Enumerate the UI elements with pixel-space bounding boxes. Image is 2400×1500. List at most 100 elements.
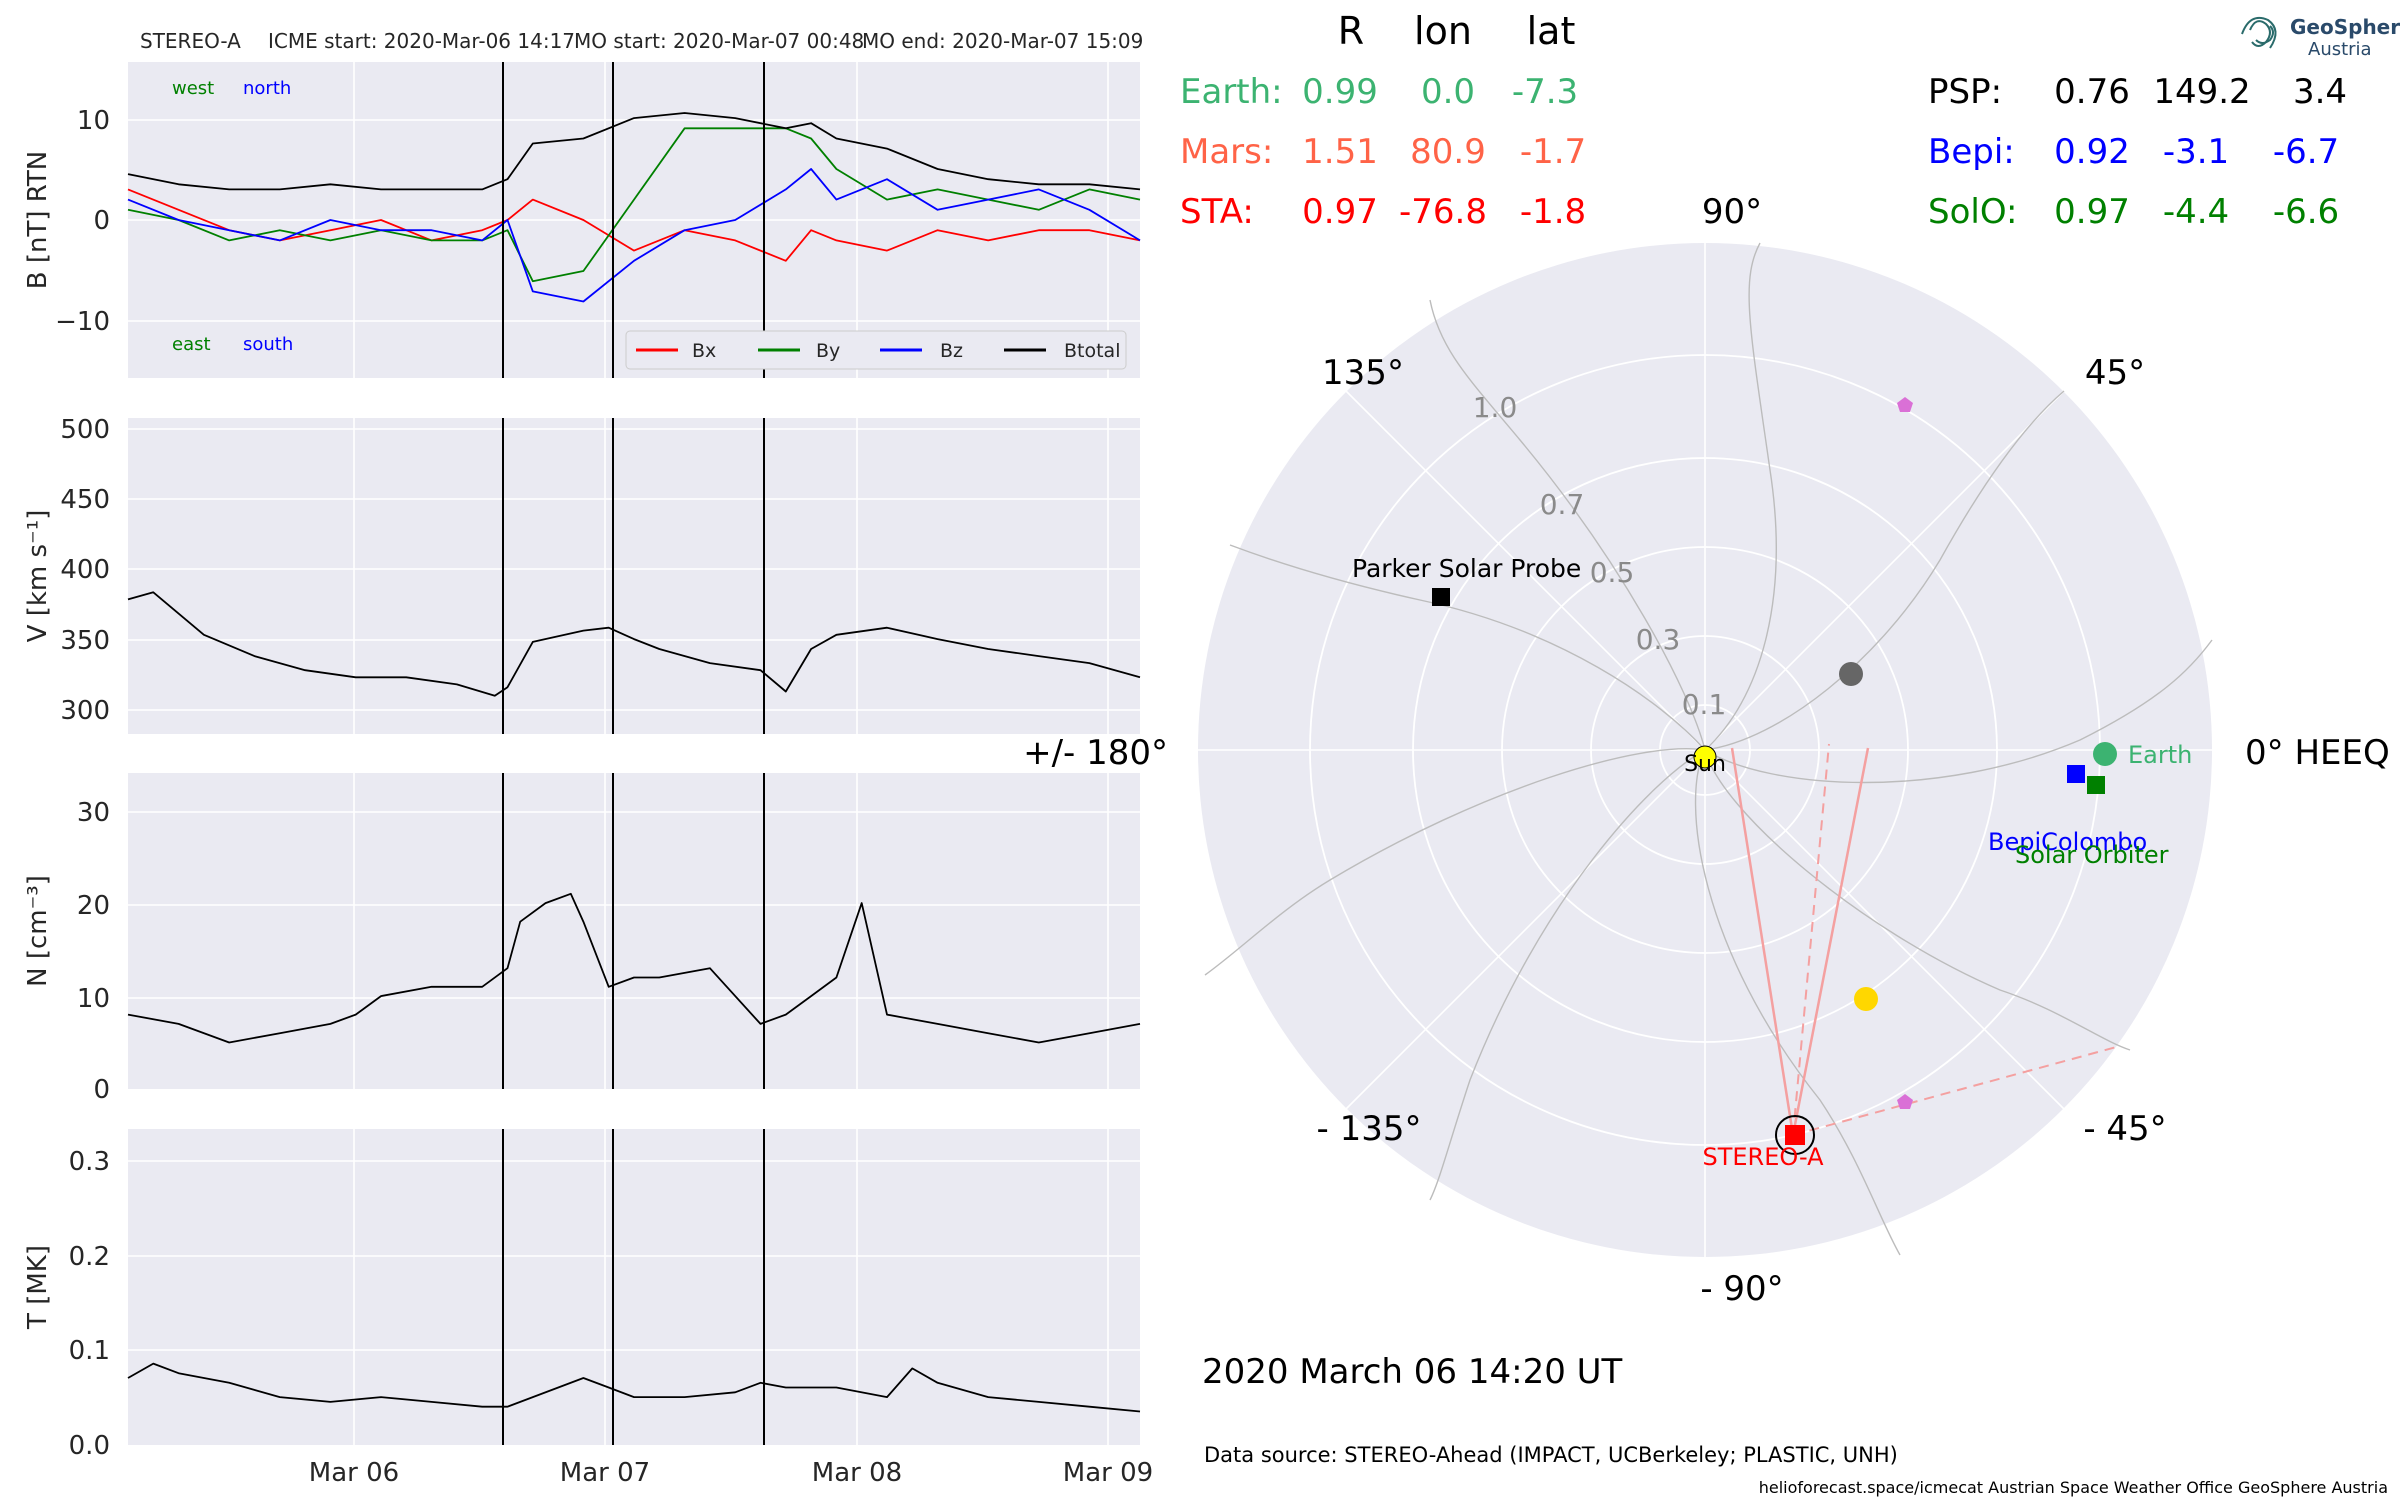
legend-box <box>625 330 1127 370</box>
bepi-row-lon: -3.1 <box>2163 132 2229 172</box>
mars-row-lon: 80.9 <box>1410 132 1486 172</box>
v-series-line <box>127 591 1141 697</box>
panel-t-series <box>127 1362 1141 1413</box>
panel-b-legend: Bx By Bz Btotal <box>625 330 1127 370</box>
legend-bx-label: Bx <box>692 340 716 362</box>
panel-b-ylabel: B [nT] RTN <box>23 151 53 290</box>
xtick-label: Mar 08 <box>812 1458 902 1488</box>
panel-b-ytick: 0 <box>93 206 110 236</box>
radius-label-0.1: 0.1 <box>1682 688 1727 721</box>
header-spacecraft: STEREO-A <box>140 29 241 53</box>
plot-datetime: 2020 March 06 14:20 UT <box>1202 1352 1623 1392</box>
xtick-label: Mar 09 <box>1063 1458 1153 1488</box>
angle-label-minus45: - 45° <box>2083 1109 2166 1149</box>
solo-row-r: 0.97 <box>2054 192 2130 232</box>
parker-spiral <box>1204 748 1706 976</box>
legend-by-label: By <box>816 340 840 362</box>
radius-label-0.5: 0.5 <box>1590 556 1635 589</box>
panel-n-series <box>127 892 1141 1044</box>
parker-spiral <box>1429 299 1706 751</box>
legend-btotal-label: Btotal <box>1064 340 1120 362</box>
radius-ring <box>1590 635 1820 865</box>
sta-row-lon: -76.8 <box>1399 192 1487 232</box>
geosphere-logo: GeoSphere Austria <box>2241 15 2400 60</box>
sta-fov-line <box>1791 747 1870 1136</box>
header-mo-start: MO start: 2020-Mar-07 00:48 <box>574 29 864 53</box>
sun-marker <box>1693 745 1717 769</box>
sta-fov-dashed-line <box>1792 1045 2121 1136</box>
position-table: R lon lat Earth: 0.99 0.0 -7.3 Mars: 1.5… <box>1180 9 2347 232</box>
panel-n-ytick: 20 <box>77 891 110 921</box>
panel-n-ytick: 30 <box>77 798 110 828</box>
panel-v-background <box>128 418 1140 734</box>
by-series-line <box>127 127 1141 283</box>
logo-text-line2: Austria <box>2308 39 2372 60</box>
psp-row-lon: 149.2 <box>2153 72 2250 112</box>
solo-row-lon: -4.4 <box>2163 192 2229 232</box>
panel-n-ylabel: N [cm⁻³] <box>23 875 53 987</box>
sta-row-r: 0.97 <box>1302 192 1378 232</box>
solo-marker <box>2087 776 2105 794</box>
annotation-north: north <box>243 78 291 99</box>
bepi-row-lat: -6.7 <box>2273 132 2339 172</box>
panel-v-ytick: 400 <box>60 555 110 585</box>
polar-radius-grid <box>1309 354 2101 1146</box>
header-icme-start: ICME start: 2020-Mar-06 14:17 <box>268 29 575 53</box>
panel-t-ytick: 0.3 <box>69 1147 110 1177</box>
solo-row-name: SolO: <box>1928 192 2017 232</box>
angle-label-90: 90° <box>1702 192 1762 232</box>
radius-ring <box>1501 546 1909 954</box>
xtick-label: Mar 07 <box>560 1458 650 1488</box>
panel-v-ytick: 500 <box>60 415 110 445</box>
bz-series-line <box>127 168 1141 303</box>
panel-t-ytick: 0.2 <box>69 1242 110 1272</box>
xtick-label: Mar 06 <box>309 1458 399 1488</box>
solo-label: Solar Orbiter <box>2015 841 2169 869</box>
parker-spiral <box>1704 242 1777 751</box>
planet-yellow-marker <box>1854 987 1878 1011</box>
earth-marker <box>2093 742 2117 766</box>
header-mo-end: MO end: 2020-Mar-07 15:09 <box>862 29 1143 53</box>
angle-label-180: +/- 180° <box>1023 733 1168 773</box>
angle-label-0: 0° HEEQ <box>2245 733 2390 773</box>
psp-row-name: PSP: <box>1928 72 2002 112</box>
sta-fov-lines <box>1730 743 2121 1136</box>
bx-series-line <box>127 188 1141 262</box>
table-header-lat: lat <box>1527 9 1576 53</box>
panel-b-ytick: 10 <box>77 106 110 136</box>
panel-v-ytick: 350 <box>60 626 110 656</box>
earth-row-lat: -7.3 <box>1512 72 1578 112</box>
earth-row-name: Earth: <box>1180 72 1283 112</box>
sta-row-name: STA: <box>1180 192 1254 232</box>
panel-t-ytick: 0.1 <box>69 1336 110 1366</box>
panel-v-series <box>127 591 1141 697</box>
panel-v-ytick: 300 <box>60 696 110 726</box>
t-series-line <box>127 1362 1141 1413</box>
panel-t: 0.3 0.2 0.1 0.0 T [MK] Mar 06 Mar 07 Mar… <box>23 1129 1153 1488</box>
mars-row-r: 1.51 <box>1302 132 1378 172</box>
sun-label: Sun <box>1684 752 1726 777</box>
bepi-row-name: Bepi: <box>1928 132 2015 172</box>
psp-row-r: 0.76 <box>2054 72 2130 112</box>
parker-spiral <box>1704 639 2213 784</box>
radius-label-1.0: 1.0 <box>1473 391 1518 424</box>
earth-label: Earth <box>2128 741 2192 769</box>
panel-v: 500 450 400 350 300 V [km s⁻¹] <box>23 415 1141 734</box>
logo-icon <box>2241 16 2277 49</box>
solo-row-lat: -6.6 <box>2273 192 2339 232</box>
angle-label-135: 135° <box>1322 353 1404 393</box>
panel-n-ytick: 0 <box>93 1075 110 1105</box>
mars-row-lat: -1.7 <box>1520 132 1586 172</box>
panel-b: 10 0 −10 B [nT] RTN west north east sout… <box>23 62 1141 378</box>
panel-n-background <box>128 773 1140 1089</box>
angle-label-minus90: - 90° <box>1700 1269 1783 1309</box>
table-header-lon: lon <box>1414 9 1472 53</box>
parker-spiral <box>1429 749 1706 1201</box>
pentagon-marker <box>1897 1094 1913 1109</box>
credit-line: helioforecast.space/icmecat Austrian Spa… <box>1759 1478 2388 1497</box>
panel-n-ytick: 10 <box>77 984 110 1014</box>
sta-row-lat: -1.8 <box>1520 192 1586 232</box>
mars-row-name: Mars: <box>1180 132 1273 172</box>
radius-ring <box>1412 457 1998 1043</box>
